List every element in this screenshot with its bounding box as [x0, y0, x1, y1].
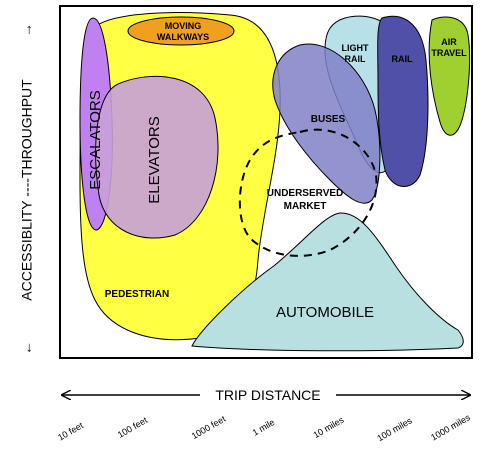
rail-label: RAIL	[392, 54, 413, 64]
moving-walkways-label-line1: MOVING	[165, 21, 202, 31]
x-axis-label: TRIP DISTANCE	[215, 387, 320, 403]
x-axis: TRIP DISTANCE	[62, 387, 470, 403]
x-tick-label: 1 mile	[251, 417, 277, 438]
x-tick-labels: 10 feet 100 feet 1000 feet 1 mile 10 mil…	[56, 412, 472, 443]
air-travel-region	[428, 16, 471, 136]
y-axis-label: ACCESSIBLITY ----THROUGHPUT	[19, 79, 35, 301]
y-axis-arrow-up-icon: →	[19, 23, 35, 37]
x-tick-label: 100 feet	[116, 415, 150, 440]
y-axis: ACCESSIBLITY ----THROUGHPUT → ←	[19, 23, 35, 355]
light-rail-label-line2: RAIL	[345, 54, 366, 64]
x-tick-label: 100 miles	[375, 415, 414, 443]
x-tick-label: 10 feet	[56, 420, 85, 443]
underserved-label-line1: UNDERSERVED	[267, 188, 344, 199]
light-rail-label-line1: LIGHT	[342, 43, 369, 53]
y-axis-arrow-down-icon: ←	[19, 341, 35, 355]
air-travel-label-line1: AIR	[441, 37, 457, 47]
rail-region	[377, 15, 429, 187]
moving-walkways-label-line2: WALKWAYS	[157, 32, 209, 42]
elevators-region	[95, 75, 219, 239]
elevators-label: ELEVATORS	[146, 116, 163, 204]
air-travel-label-line2: TRAVEL	[431, 48, 467, 58]
automobile-label: AUTOMOBILE	[276, 304, 374, 321]
x-tick-label: 10 miles	[311, 414, 345, 440]
x-tick-label: 1000 feet	[190, 413, 228, 441]
escalators-label: ESCALATORS	[87, 90, 104, 189]
pedestrian-label: PEDESTRIAN	[105, 289, 169, 300]
underserved-market-outline	[238, 128, 378, 257]
buses-label: BUSES	[311, 114, 346, 125]
automobile-region	[191, 212, 464, 352]
x-tick-label: 1000 miles	[429, 412, 472, 443]
moving-walkways-region	[127, 16, 235, 46]
buses-region	[272, 43, 381, 204]
underserved-label-line2: MARKET	[284, 201, 327, 212]
